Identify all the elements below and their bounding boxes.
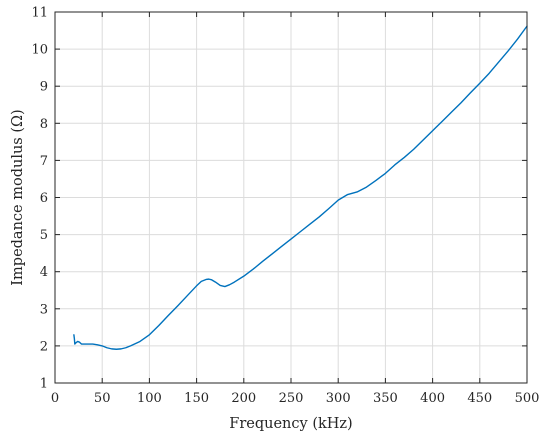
y-tick-label: 11	[31, 6, 48, 21]
x-tick-label: 350	[373, 391, 398, 406]
y-tick-label: 5	[40, 228, 48, 243]
y-tick-labels: 1 2 3 4 5 6 7 8 9 10 11	[31, 6, 48, 392]
y-tick-label: 9	[40, 80, 48, 95]
y-tick-label: 2	[40, 339, 48, 354]
series-layer	[73, 25, 528, 350]
x-tick-label: 400	[420, 391, 445, 406]
y-tick-label: 4	[40, 265, 48, 280]
y-tick-label: 1	[40, 377, 48, 392]
x-tick-label: 0	[51, 391, 59, 406]
x-tick-label: 100	[137, 391, 162, 406]
grid-lines	[55, 12, 527, 383]
x-tick-label: 250	[279, 391, 304, 406]
y-tick-label: 8	[40, 117, 48, 132]
y-tick-label: 7	[40, 154, 48, 169]
x-tick-label: 300	[326, 391, 351, 406]
y-tick-label: 10	[31, 43, 48, 58]
y-tick-label: 6	[40, 191, 48, 206]
x-tick-label: 50	[94, 391, 111, 406]
x-tick-label: 500	[515, 391, 540, 406]
x-tick-label: 200	[231, 391, 256, 406]
impedance-series-line	[73, 25, 528, 350]
x-tick-label: 450	[467, 391, 492, 406]
y-tick-label: 3	[40, 302, 48, 317]
x-tick-label: 150	[184, 391, 209, 406]
tick-marks	[54, 11, 528, 384]
x-axis-title: Frequency (kHz)	[229, 416, 352, 432]
x-tick-labels: 0 50 100 150 200 250 300 350 400 450 500	[51, 391, 540, 406]
y-axis-title: Impedance modulus (Ω)	[10, 109, 26, 285]
